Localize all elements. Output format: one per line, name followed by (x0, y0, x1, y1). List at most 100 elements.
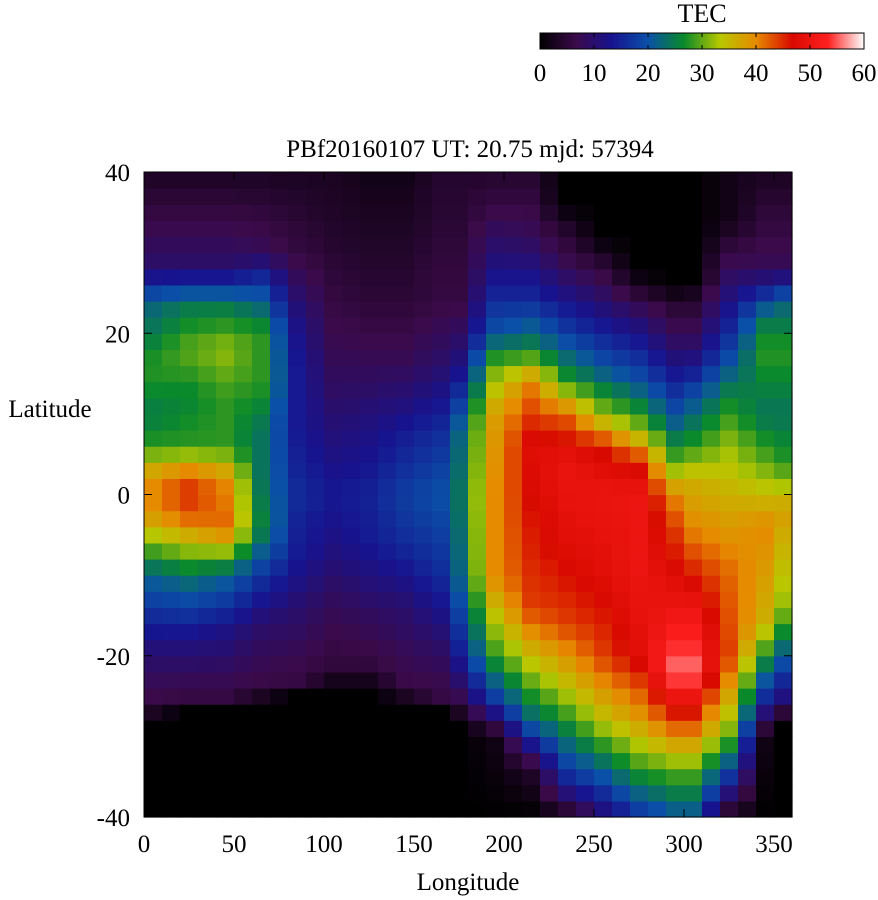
heatmap-cell (702, 220, 721, 238)
heatmap-cell (702, 510, 721, 528)
heatmap-cell (252, 349, 271, 367)
heatmap-cell (612, 559, 631, 576)
heatmap-cell (630, 736, 649, 754)
heatmap-cell (306, 526, 325, 544)
heatmap-cell (324, 526, 343, 544)
heatmap-cell (342, 268, 361, 286)
heatmap-cell (684, 736, 703, 754)
heatmap-cell (342, 752, 361, 770)
heatmap-cell (486, 204, 505, 221)
heatmap-cell (198, 607, 217, 625)
heatmap-cell (522, 494, 541, 512)
heatmap-cell (774, 575, 793, 592)
heatmap-cell (558, 188, 577, 205)
heatmap-cell (216, 784, 235, 802)
heatmap-cell (630, 768, 649, 786)
heatmap-cell (306, 494, 325, 512)
heatmap-cell (558, 284, 577, 302)
heatmap-cell (288, 768, 307, 786)
heatmap-cell (342, 301, 361, 318)
heatmap-cell (216, 510, 235, 528)
heatmap-cell (234, 365, 253, 383)
heatmap-cell (558, 639, 577, 657)
heatmap-cell (684, 284, 703, 302)
heatmap-cell (738, 542, 757, 560)
heatmap-cell (702, 704, 721, 721)
heatmap-cell (738, 284, 757, 302)
heatmap-cell (396, 736, 415, 754)
heatmap-cell (576, 220, 595, 238)
heatmap-cell (270, 800, 289, 818)
heatmap-cell (378, 381, 397, 399)
heatmap-cell (522, 284, 541, 302)
heatmap-cell (162, 510, 181, 528)
heatmap-cell (576, 591, 595, 608)
heatmap-cell (504, 591, 523, 608)
heatmap-cell (702, 413, 721, 431)
heatmap-cell (612, 752, 631, 770)
heatmap-cell (684, 591, 703, 608)
heatmap-cell (306, 188, 325, 205)
heatmap-cell (684, 430, 703, 447)
heatmap-cell (414, 236, 433, 254)
heatmap-cell (648, 446, 667, 463)
heatmap-cell (216, 720, 235, 737)
heatmap-cell (378, 655, 397, 673)
heatmap-cell (144, 720, 163, 737)
heatmap-cell (324, 317, 343, 334)
heatmap-cell (648, 784, 667, 802)
heatmap-cell (630, 462, 649, 479)
heatmap-cell (666, 397, 685, 415)
heatmap-cell (630, 639, 649, 657)
heatmap-cell (378, 623, 397, 641)
heatmap-cell (288, 720, 307, 737)
heatmap-cell (378, 365, 397, 383)
heatmap-cell (306, 752, 325, 770)
heatmap-cell (648, 301, 667, 318)
heatmap-cell (522, 188, 541, 205)
heatmap-cell (756, 478, 775, 496)
heatmap-cell (756, 349, 775, 367)
heatmap-cell (738, 784, 757, 802)
heatmap-cell (576, 301, 595, 318)
heatmap-cell (504, 446, 523, 463)
heatmap-cell (576, 430, 595, 447)
heatmap-cell (144, 317, 163, 334)
heatmap-cell (216, 704, 235, 721)
heatmap-cells (144, 172, 793, 818)
heatmap-cell (720, 768, 739, 786)
heatmap-cell (540, 478, 559, 496)
heatmap-cell (720, 559, 739, 576)
heatmap-cell (540, 800, 559, 818)
heatmap-cell (648, 220, 667, 238)
heatmap-cell (594, 542, 613, 560)
heatmap-cell (180, 542, 199, 560)
heatmap-cell (468, 381, 487, 399)
heatmap-cell (720, 542, 739, 560)
heatmap-cell (702, 752, 721, 770)
heatmap-cell (450, 478, 469, 496)
heatmap-cell (756, 752, 775, 770)
heatmap-cell (144, 542, 163, 560)
heatmap-cell (756, 639, 775, 657)
heatmap-cell (180, 462, 199, 479)
heatmap-cell (414, 284, 433, 302)
heatmap-cell (666, 768, 685, 786)
heatmap-cell (738, 671, 757, 689)
heatmap-cell (648, 559, 667, 576)
heatmap-cell (144, 268, 163, 286)
heatmap-cell (234, 397, 253, 415)
heatmap-cell (558, 720, 577, 737)
heatmap-cell (342, 607, 361, 625)
heatmap-cell (342, 172, 361, 189)
heatmap-cell (648, 494, 667, 512)
heatmap-cell (522, 688, 541, 705)
heatmap-cell (288, 800, 307, 818)
heatmap-cell (468, 284, 487, 302)
heatmap-cell (360, 397, 379, 415)
heatmap-cell (774, 510, 793, 528)
heatmap-cell (558, 526, 577, 544)
heatmap-cell (594, 575, 613, 592)
heatmap-cell (630, 188, 649, 205)
